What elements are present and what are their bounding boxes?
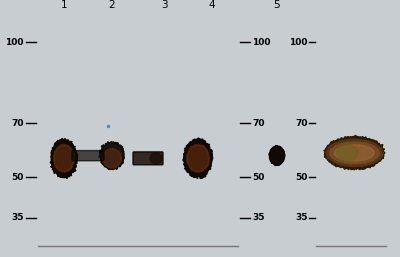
Polygon shape <box>54 144 75 172</box>
Polygon shape <box>334 145 375 161</box>
Text: 4: 4 <box>209 0 215 10</box>
Text: 50: 50 <box>252 173 264 182</box>
Polygon shape <box>50 139 78 179</box>
Text: 3: 3 <box>161 0 167 10</box>
Polygon shape <box>337 145 358 161</box>
Text: 100: 100 <box>289 38 308 47</box>
Text: 35: 35 <box>12 213 24 222</box>
Polygon shape <box>150 153 162 164</box>
Text: 70: 70 <box>12 119 24 128</box>
Text: 1: 1 <box>61 0 67 10</box>
Polygon shape <box>324 135 385 170</box>
Polygon shape <box>269 145 285 166</box>
Text: 2: 2 <box>109 0 115 10</box>
Text: 70: 70 <box>252 119 264 128</box>
Text: 35: 35 <box>295 213 308 222</box>
Text: 70: 70 <box>295 119 308 128</box>
Text: 35: 35 <box>252 213 264 222</box>
Text: 50: 50 <box>295 173 308 182</box>
Polygon shape <box>187 144 209 172</box>
Polygon shape <box>326 139 384 167</box>
Polygon shape <box>103 148 121 168</box>
Text: 5: 5 <box>274 0 280 10</box>
Text: 100: 100 <box>6 38 24 47</box>
Polygon shape <box>182 138 213 179</box>
FancyBboxPatch shape <box>133 152 163 165</box>
Polygon shape <box>99 142 124 170</box>
FancyBboxPatch shape <box>72 151 104 161</box>
Polygon shape <box>330 142 379 164</box>
Text: 100: 100 <box>252 38 270 47</box>
Text: 50: 50 <box>12 173 24 182</box>
